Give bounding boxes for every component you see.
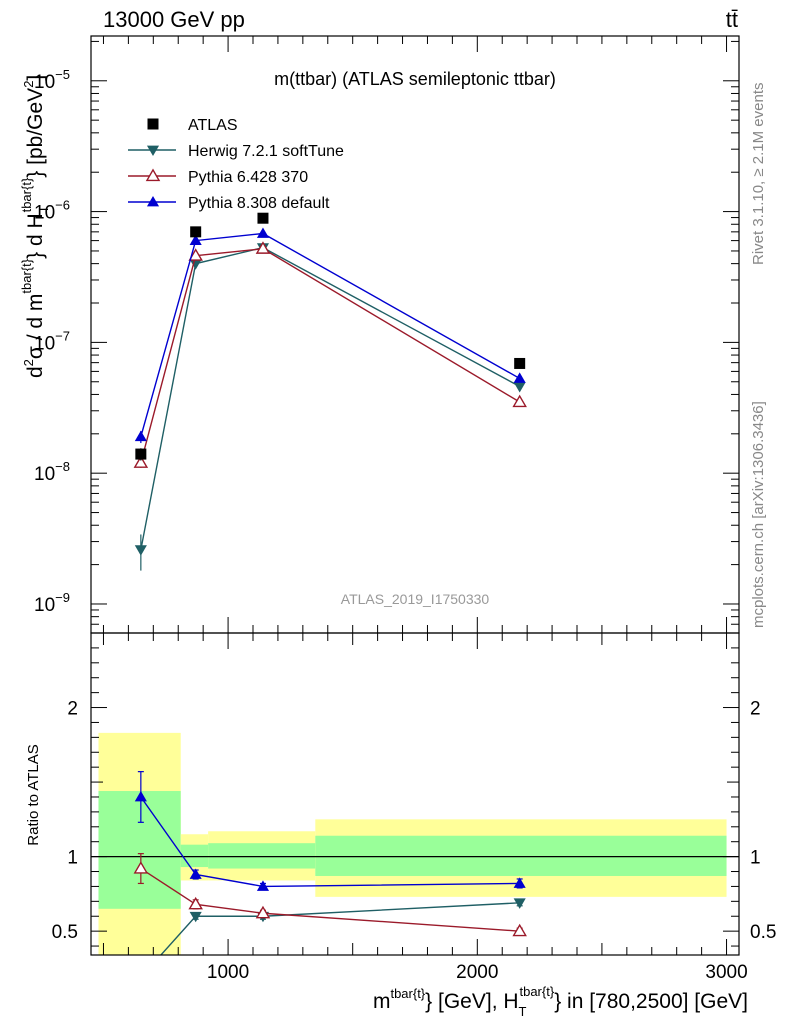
- ratio-panel: 0.5 0.5 1 1 2 2 1000 2000 3000: [52, 632, 776, 983]
- data-point: [514, 357, 526, 369]
- data-point: [190, 226, 202, 238]
- ratio-point: [188, 896, 203, 910]
- ratio-line: [140, 796, 520, 888]
- data-point: [188, 248, 203, 261]
- y-tick-label: 10−7: [34, 328, 70, 354]
- ratio-y-tick-label-right: 0.5: [750, 922, 776, 943]
- main-panel: 10−9 10−8 10−7 10−6 10−5 m(ttbar) (ATLAS sem…: [34, 35, 740, 634]
- y-tick-label: 10−5: [34, 67, 70, 93]
- series-pythia-8-308-default: [134, 227, 526, 444]
- ratio-point: [189, 911, 202, 923]
- ratio-y-tick-label: 1: [67, 848, 78, 869]
- ratio-line: [140, 867, 520, 932]
- y-tick-label: 10−8: [34, 459, 70, 485]
- y-tick-label: 10−6: [34, 198, 70, 224]
- ratio-point: [134, 790, 147, 802]
- chart-title: m(ttbar) (ATLAS semileptonic ttbar): [274, 69, 556, 89]
- data-point: [513, 382, 526, 393]
- series-line: [140, 246, 521, 550]
- process-label: tt̄: [726, 7, 738, 32]
- data-point: [513, 372, 526, 383]
- series-atlas: [135, 212, 526, 461]
- rivet-label: Rivet 3.1.10, ≥ 2.1M events: [750, 83, 767, 266]
- x-tick-label: 2000: [456, 962, 498, 983]
- ratio-y-tick-label: 2: [67, 699, 78, 720]
- x-tick-label: 3000: [705, 962, 747, 983]
- ratio-panel-frame: [90, 632, 740, 956]
- ratio-point: [255, 905, 271, 919]
- ratio-point: [189, 868, 202, 879]
- uncertainty-band-green: [315, 835, 727, 876]
- legend-label: Pythia 6.428 370: [188, 169, 308, 186]
- legend-label: Herwig 7.2.1 softTune: [188, 143, 344, 160]
- legend-label: ATLAS: [188, 117, 238, 134]
- legend-marker: [146, 145, 160, 157]
- ratio-point: [513, 898, 526, 909]
- ratio-point: [256, 880, 270, 891]
- y-tick-label: 10−9: [34, 590, 70, 616]
- data-point: [134, 430, 147, 442]
- energy-label: 13000 GeV pp: [103, 7, 245, 32]
- uncertainty-band-green: [180, 844, 209, 868]
- uncertainty-band-green: [208, 843, 316, 869]
- series-line: [140, 248, 521, 464]
- legend-marker: [146, 195, 160, 207]
- series-pythia-6-428-370: [133, 241, 527, 468]
- legend-item: Herwig 7.2.1 softTune: [128, 143, 344, 160]
- x-tick-label: 1000: [207, 962, 249, 983]
- ratio-point: [135, 973, 147, 983]
- ratio-y-axis-label: Ratio to ATLAS: [25, 744, 42, 845]
- data-point: [135, 448, 147, 460]
- ratio-y-tick-label-right: 1: [750, 848, 761, 869]
- uncertainty-band-green: [98, 791, 181, 909]
- y-axis-label: d2σ / d mtbar{t}} d HTtbar{t}} [pb/GeV2]: [19, 75, 51, 378]
- data-point: [189, 234, 202, 246]
- legend: ATLAS Herwig 7.2.1 softTune Pythia 6.428 3…: [128, 117, 344, 212]
- legend-item: Pythia 8.308 default: [128, 195, 330, 212]
- legend-marker: [147, 118, 159, 130]
- ratio-y-tick-label: 0.5: [52, 922, 78, 943]
- data-point: [255, 241, 271, 254]
- ratio-y-tick-label-right: 2: [750, 699, 761, 720]
- legend-label: Pythia 8.308 default: [188, 195, 330, 212]
- series-line: [140, 232, 521, 437]
- x-axis-label: mtbar{t}} [GeV], HTtbar{t}} in [780,2500…: [373, 984, 748, 1019]
- data-point: [257, 212, 269, 224]
- data-point: [512, 394, 527, 408]
- data-point: [133, 455, 149, 468]
- mcplots-label: mcplots.cern.ch [arXiv:1306.3436]: [750, 401, 767, 628]
- ratio-series-pythia-6-428-370: [133, 853, 527, 937]
- ratio-line: [159, 902, 520, 955]
- ratio-point: [512, 923, 527, 937]
- data-point: [134, 545, 147, 556]
- legend-item: Pythia 6.428 370: [128, 168, 308, 186]
- data-point: [189, 259, 202, 270]
- ratio-series-pythia-8-308-default: [134, 771, 526, 891]
- series-herwig-7-2-1-softtune: [134, 243, 526, 571]
- data-point: [256, 227, 270, 238]
- analysis-watermark: ATLAS_2019_I1750330: [341, 591, 490, 607]
- legend-marker: [145, 168, 161, 182]
- ratio-point: [133, 861, 149, 874]
- legend-item: ATLAS: [147, 117, 238, 134]
- ratio-point: [513, 877, 526, 888]
